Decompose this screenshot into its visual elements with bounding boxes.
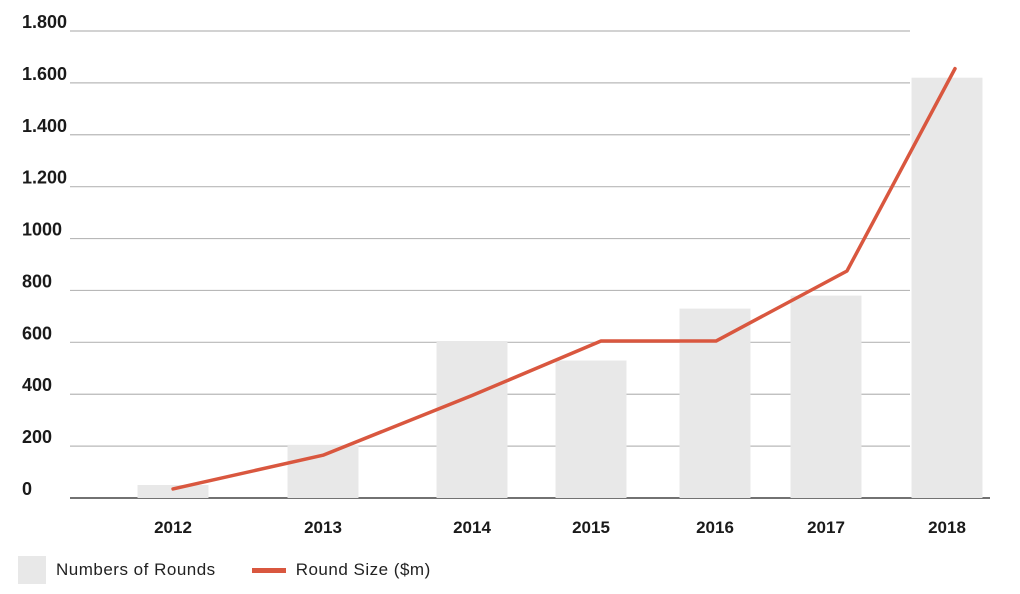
bar [137, 485, 209, 498]
y-tick-label: 1.200 [22, 168, 67, 188]
y-tick-label: 1.800 [22, 12, 67, 32]
legend-label-round-size: Round Size ($m) [295, 560, 431, 579]
y-tick-label: 800 [22, 271, 52, 291]
bars [137, 77, 983, 498]
x-tick-label: 2012 [154, 518, 192, 537]
legend-swatch-round-size [251, 567, 286, 573]
legend-label-rounds: Numbers of Rounds [56, 560, 216, 579]
round-size-line-layer [171, 66, 957, 491]
legend-swatch-rounds [18, 556, 46, 584]
bar [911, 77, 983, 498]
x-tick-label: 2015 [572, 518, 610, 537]
y-tick-label: 1.600 [22, 64, 67, 84]
bar [790, 295, 862, 498]
y-tick-label: 1000 [22, 220, 62, 240]
bar [287, 444, 359, 498]
bar [555, 360, 627, 498]
x-tick-labels: 2012 2013 2014 2015 2016 2017 2018 [154, 518, 966, 537]
round-size-line [171, 66, 957, 491]
y-tick-label: 600 [22, 323, 52, 343]
y-tick-label: 0 [22, 479, 32, 499]
bar [436, 341, 508, 498]
x-tick-label: 2018 [928, 518, 966, 537]
x-tick-label: 2014 [453, 518, 491, 537]
y-tick-label: 200 [22, 427, 52, 447]
bar [679, 308, 751, 498]
x-tick-label: 2017 [807, 518, 845, 537]
x-tick-label: 2016 [696, 518, 734, 537]
y-tick-label: 1.400 [22, 116, 67, 136]
y-tick-labels: 0 200 400 600 800 1000 1.200 1.400 1.600 1.800 [22, 12, 67, 499]
y-tick-label: 400 [22, 375, 52, 395]
x-tick-label: 2013 [304, 518, 342, 537]
legend: Numbers of Rounds Round Size ($m) [18, 556, 431, 584]
